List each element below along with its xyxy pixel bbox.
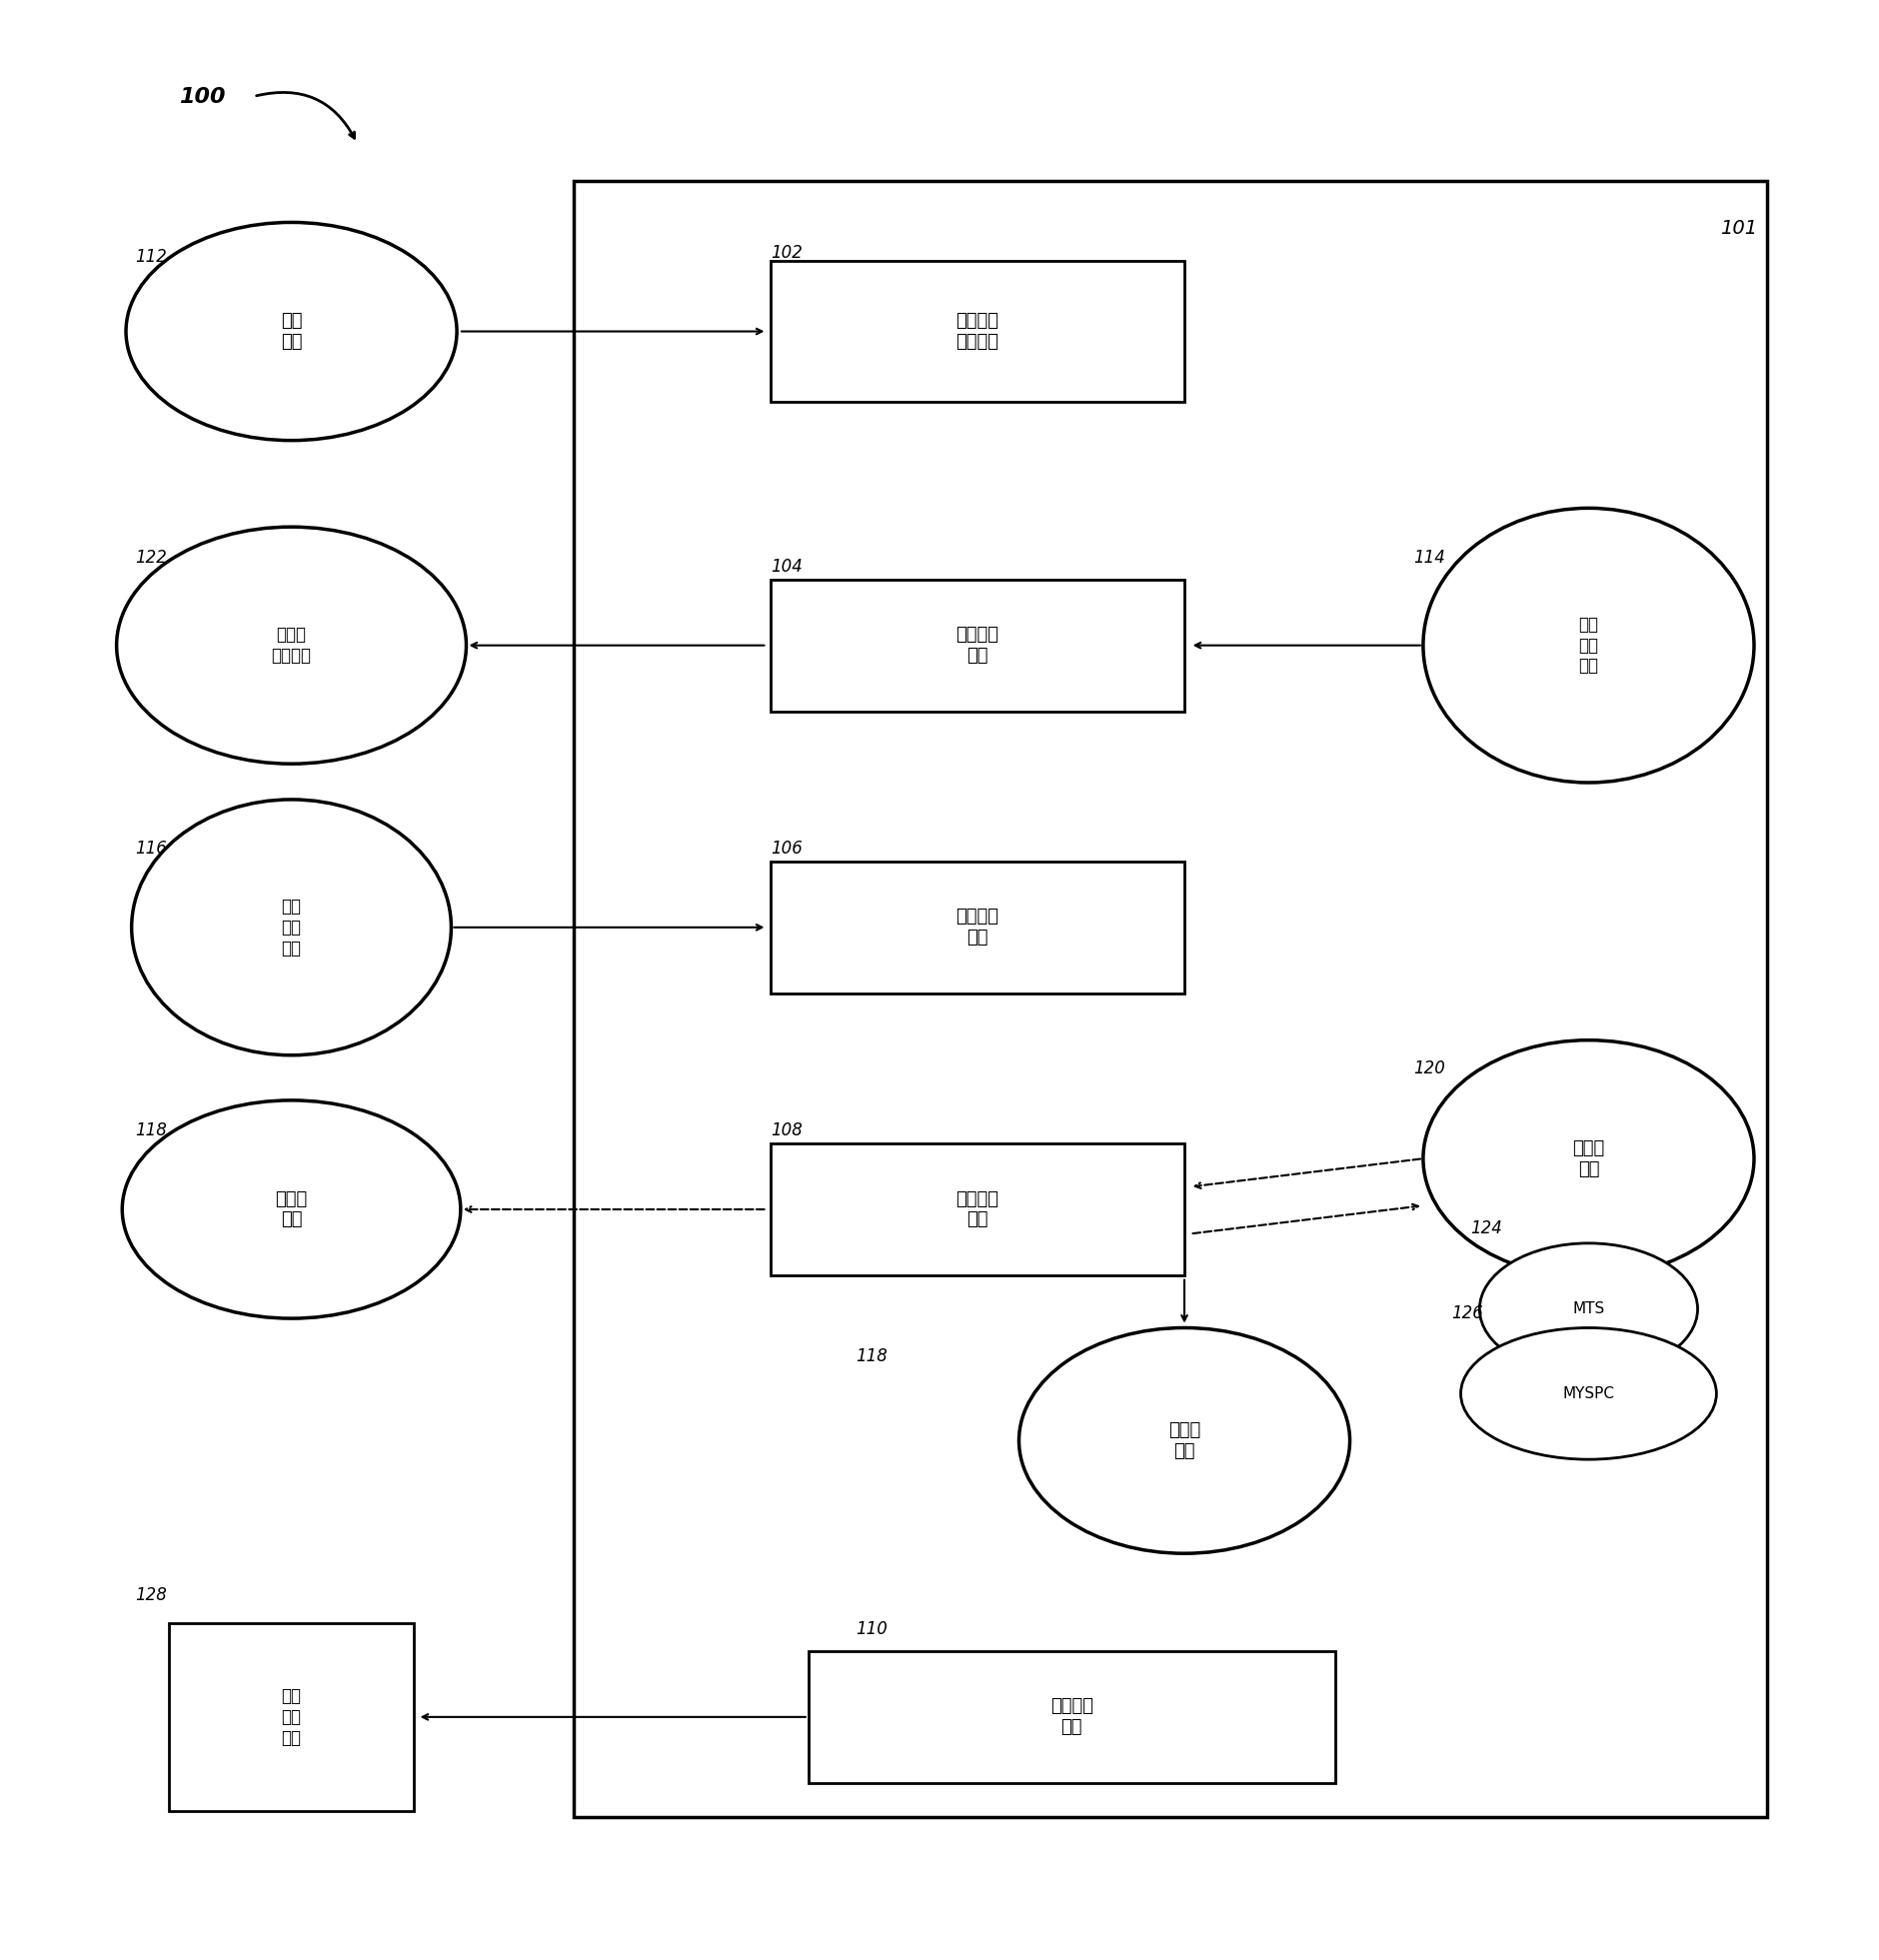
Ellipse shape bbox=[126, 221, 457, 441]
Text: 多变量
分析: 多变量 分析 bbox=[1571, 1139, 1605, 1178]
Text: 单元的
状态: 单元的 状态 bbox=[274, 1190, 308, 1229]
FancyBboxPatch shape bbox=[770, 1143, 1184, 1276]
Text: 维护通信
模块: 维护通信 模块 bbox=[1050, 1697, 1092, 1737]
Text: 116: 116 bbox=[135, 839, 167, 858]
Text: 110: 110 bbox=[855, 1621, 887, 1639]
FancyBboxPatch shape bbox=[573, 180, 1766, 1817]
Text: 128: 128 bbox=[135, 1586, 167, 1603]
Ellipse shape bbox=[1018, 1327, 1349, 1554]
Text: 设备状态
模块: 设备状态 模块 bbox=[956, 1190, 998, 1229]
Text: 108: 108 bbox=[770, 1121, 802, 1141]
Text: 100: 100 bbox=[179, 86, 225, 108]
FancyBboxPatch shape bbox=[808, 1650, 1334, 1784]
Text: MTS: MTS bbox=[1571, 1301, 1605, 1317]
FancyBboxPatch shape bbox=[770, 862, 1184, 994]
Text: 112: 112 bbox=[135, 247, 167, 267]
Text: 104: 104 bbox=[770, 559, 802, 576]
Text: 油田设备
维护模块: 油田设备 维护模块 bbox=[956, 312, 998, 351]
FancyBboxPatch shape bbox=[770, 261, 1184, 402]
Text: 120: 120 bbox=[1413, 1060, 1445, 1078]
Text: 标称
性能
描述: 标称 性能 描述 bbox=[1578, 615, 1597, 674]
Text: 设备监测
模块: 设备监测 模块 bbox=[956, 907, 998, 947]
Ellipse shape bbox=[1460, 1327, 1716, 1460]
Text: 126: 126 bbox=[1451, 1303, 1483, 1323]
Text: 当前
操作
状态: 当前 操作 状态 bbox=[282, 898, 301, 956]
Text: 118: 118 bbox=[855, 1347, 887, 1366]
Text: 维护
计划: 维护 计划 bbox=[280, 312, 303, 351]
Ellipse shape bbox=[132, 800, 451, 1054]
Text: 101: 101 bbox=[1719, 220, 1757, 237]
Ellipse shape bbox=[1422, 1041, 1753, 1278]
Text: 102: 102 bbox=[770, 243, 802, 263]
Text: 118: 118 bbox=[135, 1121, 167, 1141]
Text: 单元的
状态: 单元的 状态 bbox=[1167, 1421, 1201, 1460]
FancyBboxPatch shape bbox=[770, 580, 1184, 711]
Text: MYSPC: MYSPC bbox=[1561, 1386, 1614, 1401]
Text: 122: 122 bbox=[135, 549, 167, 566]
Text: 标称性能
模块: 标称性能 模块 bbox=[956, 625, 998, 664]
Text: 远程
输出
器件: 远程 输出 器件 bbox=[282, 1688, 301, 1746]
Text: 124: 124 bbox=[1469, 1219, 1501, 1237]
Ellipse shape bbox=[116, 527, 466, 764]
Ellipse shape bbox=[122, 1100, 460, 1319]
Text: 114: 114 bbox=[1413, 549, 1445, 566]
Ellipse shape bbox=[1479, 1243, 1697, 1374]
Text: 调整的
维护计划: 调整的 维护计划 bbox=[271, 625, 312, 664]
Text: 106: 106 bbox=[770, 839, 802, 858]
Ellipse shape bbox=[1422, 508, 1753, 782]
FancyBboxPatch shape bbox=[169, 1623, 413, 1811]
